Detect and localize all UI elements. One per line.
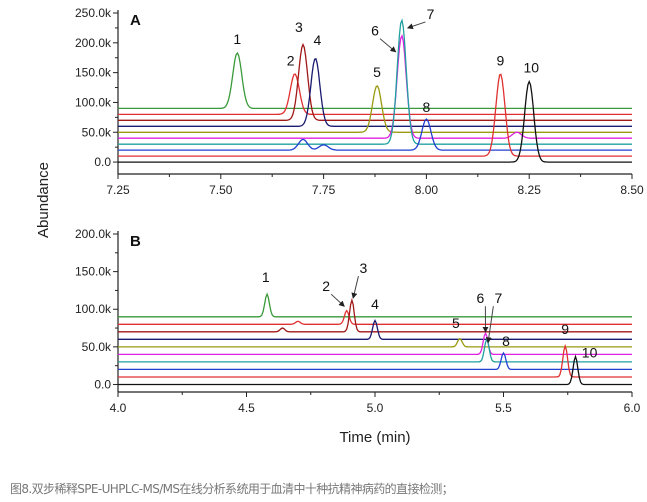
peak-label-5: 5 — [373, 64, 381, 80]
y-tick-label: 150.0k — [75, 66, 112, 80]
panel-label: B — [130, 233, 141, 250]
x-tick-label: 8.50 — [620, 183, 644, 197]
x-tick-label: 4.0 — [110, 401, 127, 415]
y-tick-label: 0.0 — [94, 377, 111, 391]
peak-label-9: 9 — [497, 52, 505, 68]
trace-7 — [118, 337, 632, 363]
trace-2 — [118, 309, 632, 325]
y-tick-label: 0.0 — [94, 155, 111, 169]
trace-5 — [118, 337, 632, 348]
peak-label-6: 6 — [476, 290, 484, 306]
x-tick-label: 6.0 — [624, 401, 641, 415]
x-tick-label: 5.5 — [495, 401, 512, 415]
peak-label-8: 8 — [423, 99, 431, 115]
y-tick-label: 200.0k — [75, 227, 112, 241]
x-tick-label: 7.25 — [106, 183, 130, 197]
peak-label-3: 3 — [295, 19, 303, 35]
y-tick-label: 50.0k — [82, 340, 112, 354]
trace-1 — [118, 292, 632, 318]
x-axis-label: Time (min) — [339, 429, 410, 446]
y-tick-label: 50.0k — [82, 125, 112, 139]
trace-6 — [118, 331, 632, 356]
x-tick-label: 4.5 — [238, 401, 255, 415]
peak-label-1: 1 — [262, 269, 270, 285]
peak-arrow — [351, 276, 359, 299]
x-tick-label: 8.00 — [415, 183, 439, 197]
peak-arrow — [485, 306, 494, 344]
trace-6 — [118, 33, 632, 139]
peak-label-10: 10 — [582, 344, 598, 360]
panel-B: 0.0 50.0k 100.0k 150.0k 200.0k 4.0 4.5 5.0 5.5 6.… — [75, 227, 641, 415]
peak-label-8: 8 — [502, 333, 510, 349]
x-tick-label: 5.0 — [367, 401, 384, 415]
peak-arrow — [379, 38, 397, 53]
trace-3 — [118, 297, 632, 333]
x-tick-label: 7.50 — [209, 183, 233, 197]
y-axis-label: Abundance — [35, 162, 52, 238]
x-tick-label: 8.25 — [518, 183, 542, 197]
trace-10 — [118, 79, 632, 163]
trace-7 — [118, 18, 632, 145]
y-tick-label: 100.0k — [75, 302, 112, 316]
peak-label-1: 1 — [233, 31, 241, 47]
peak-label-2: 2 — [287, 52, 295, 68]
trace-9 — [118, 343, 632, 378]
peak-label-7: 7 — [494, 290, 502, 306]
trace-9 — [118, 73, 632, 157]
peak-label-9: 9 — [561, 321, 569, 337]
peak-label-5: 5 — [452, 315, 460, 331]
peak-label-3: 3 — [360, 260, 368, 276]
y-tick-label: 250.0k — [75, 6, 112, 20]
peak-label-6: 6 — [371, 23, 379, 39]
trace-4 — [118, 319, 632, 340]
peak-label-4: 4 — [371, 296, 379, 312]
peak-label-10: 10 — [523, 60, 539, 76]
peak-label-4: 4 — [314, 32, 322, 48]
y-tick-label: 150.0k — [75, 265, 112, 279]
trace-4 — [118, 57, 632, 127]
y-tick-label: 200.0k — [75, 36, 112, 50]
peak-label-7: 7 — [427, 6, 435, 22]
trace-8 — [118, 351, 632, 371]
trace-5 — [118, 85, 632, 133]
figure-caption: 图8.双步稀释SPE-UHPLC-MS/MS在线分析系统用于血清中十种抗精神病药… — [10, 482, 454, 496]
trace-8 — [118, 118, 632, 151]
trace-1 — [118, 51, 632, 110]
x-tick-label: 7.75 — [312, 183, 336, 197]
peak-arrow — [330, 293, 345, 307]
trace-2 — [118, 73, 632, 116]
panel-A: 0.0 50.0k 100.0k 150.0k 200.0k 250.0k 7.25 7.50… — [75, 6, 644, 197]
peak-arrow — [406, 21, 426, 30]
trace-3 — [118, 42, 632, 121]
panel-label: A — [130, 12, 141, 29]
peak-label-2: 2 — [322, 278, 330, 294]
y-tick-label: 100.0k — [75, 95, 112, 109]
trace-10 — [118, 354, 632, 386]
